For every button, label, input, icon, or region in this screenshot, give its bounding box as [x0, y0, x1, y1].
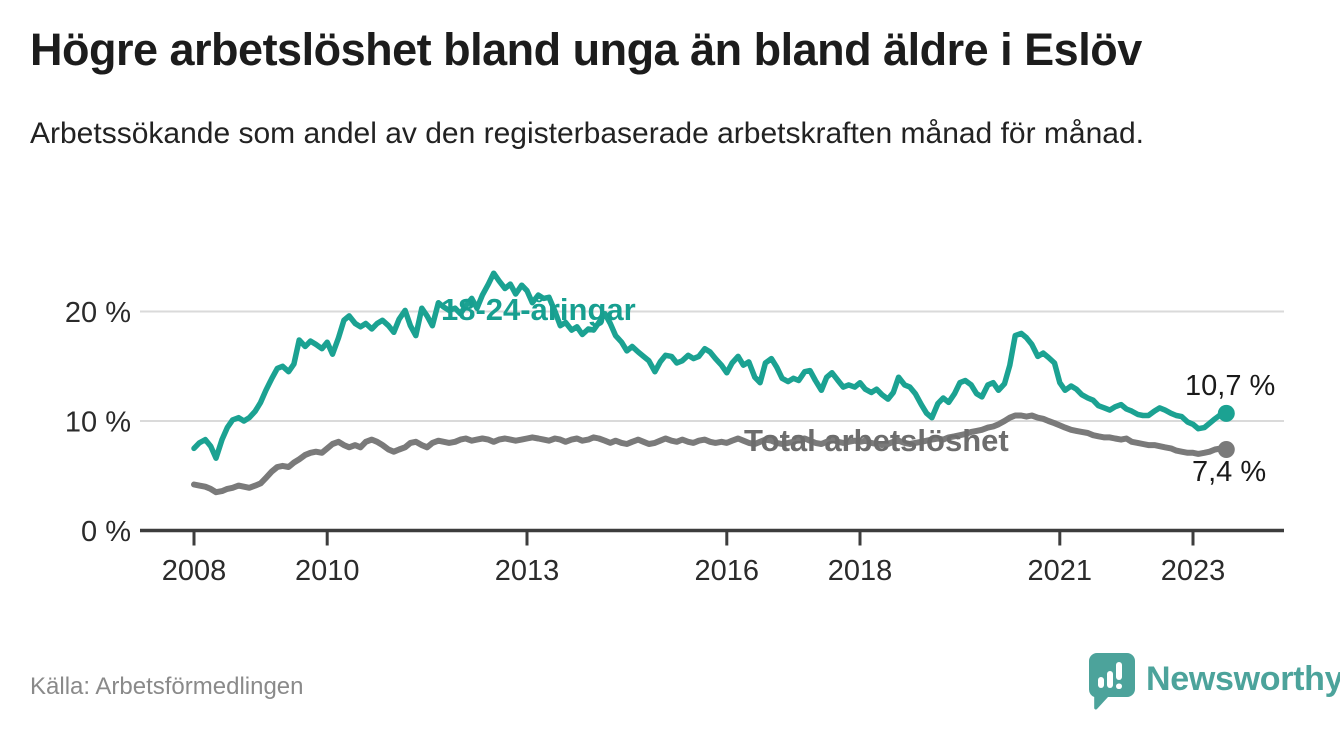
speech-bubble-bar-chart-icon — [1089, 653, 1135, 710]
source-attribution: Källa: Arbetsförmedlingen — [30, 673, 304, 700]
end-value-label-total: 7,4 % — [1192, 456, 1267, 488]
x-axis-label: 2010 — [295, 555, 360, 587]
end-value-label-young: 10,7 % — [1185, 370, 1276, 402]
newsworthy-wordmark: Newsworthy — [1146, 660, 1340, 698]
page-title: Högre arbetslöshet bland unga än bland ä… — [30, 24, 1142, 75]
series-label-young: 18-24-åringar — [441, 292, 636, 327]
series-line-total — [191, 412, 1230, 496]
series-label-total: Total arbetslöshet — [744, 423, 1009, 458]
y-axis-label: 20 % — [65, 297, 131, 329]
x-axis-label: 2013 — [495, 555, 560, 587]
series-line-young — [191, 270, 1230, 461]
series-end-dot-total — [1217, 440, 1235, 458]
x-axis-label: 2023 — [1161, 555, 1226, 587]
x-axis-label: 2008 — [162, 555, 227, 587]
y-axis-label: 10 % — [65, 407, 131, 439]
chart-subtitle: Arbetssökande som andel av den registerb… — [30, 117, 1144, 150]
x-axis-label: 2021 — [1028, 555, 1093, 587]
x-axis-label: 2016 — [695, 555, 760, 587]
y-axis-label: 0 % — [81, 516, 131, 548]
series-end-dot-young — [1217, 404, 1235, 422]
x-axis-label: 2018 — [828, 555, 893, 587]
newsworthy-logo: Newsworthy — [1086, 650, 1340, 714]
